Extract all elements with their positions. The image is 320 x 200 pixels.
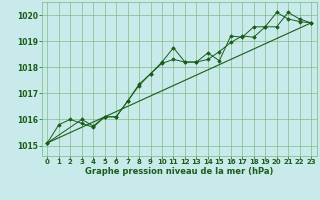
X-axis label: Graphe pression niveau de la mer (hPa): Graphe pression niveau de la mer (hPa) (85, 167, 273, 176)
